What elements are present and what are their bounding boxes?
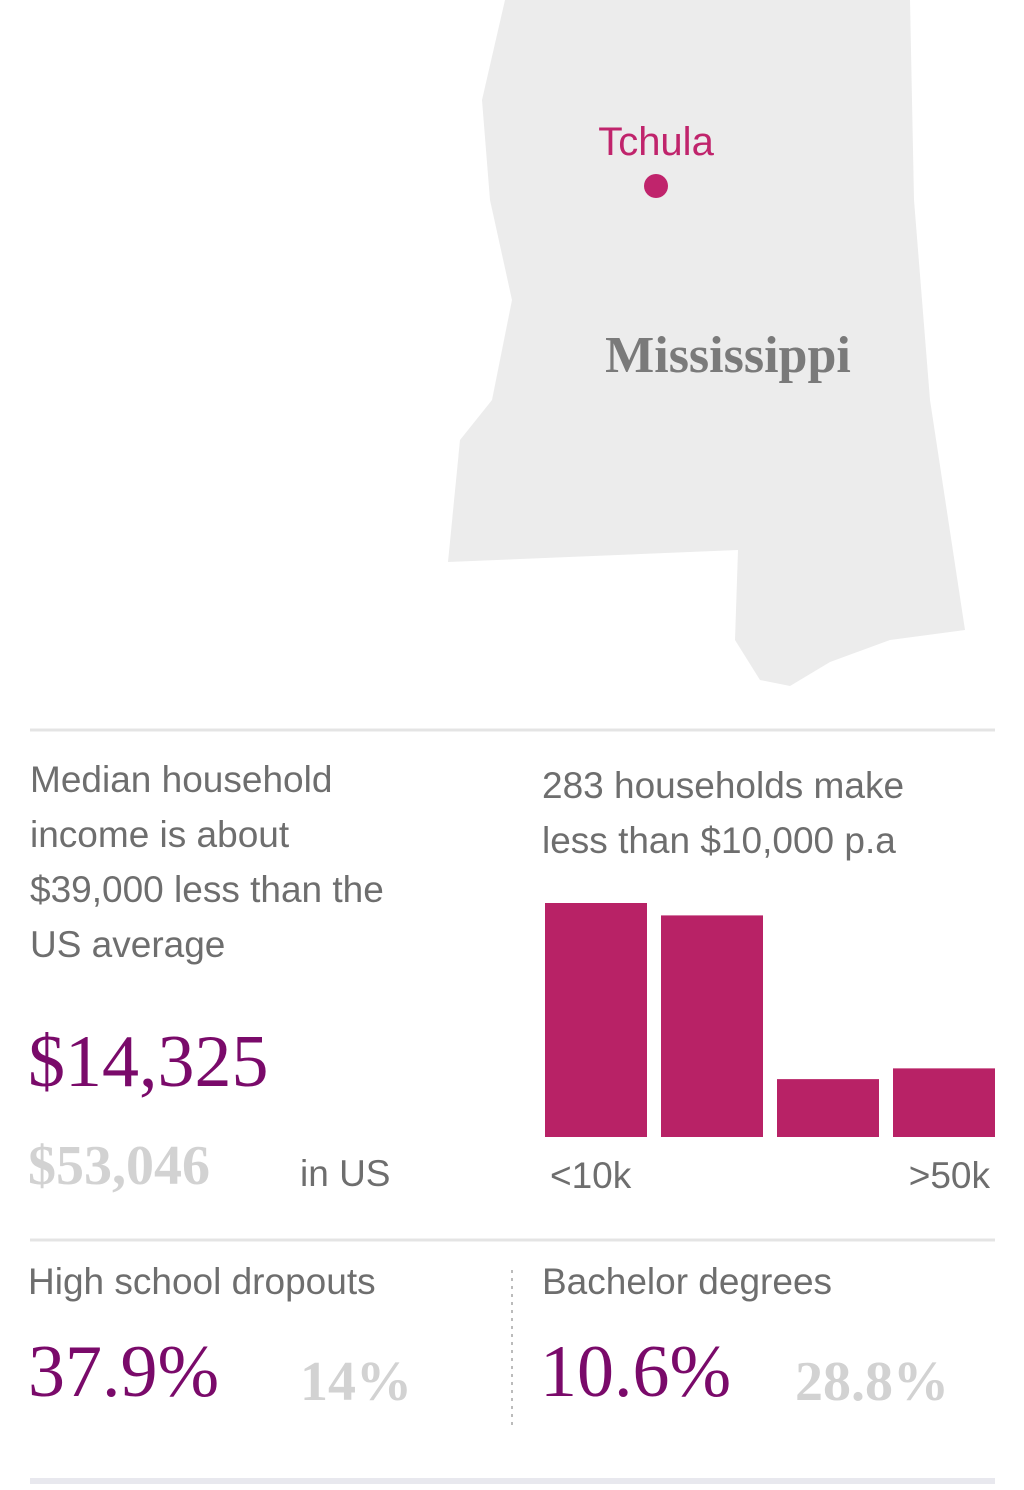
edu-label: High school dropouts [28,1261,376,1302]
edu-us: 28.8% [795,1351,949,1413]
income-us-label: in US [300,1153,391,1194]
chart-title: 283 households make less than $10,000 p.… [542,765,905,861]
state-label: Mississippi [605,327,851,384]
x-tick-label: >50k [909,1155,991,1196]
bar [661,915,763,1137]
edu-local: 10.6% [540,1331,732,1413]
bar [777,1079,879,1137]
city-label: Tchula [598,120,714,164]
edu-us: 14% [300,1351,412,1413]
x-tick-label: <10k [550,1155,632,1196]
income-text: Median household income is about $39,000… [30,759,384,965]
edu-local: 37.9% [28,1331,220,1413]
bar [545,903,647,1137]
income-us: $53,046 [28,1135,210,1197]
edu-label: Bachelor degrees [542,1261,833,1302]
city-dot [644,174,668,198]
state-shape [448,0,965,686]
bar [893,1068,995,1137]
income-local: $14,325 [28,1021,269,1103]
